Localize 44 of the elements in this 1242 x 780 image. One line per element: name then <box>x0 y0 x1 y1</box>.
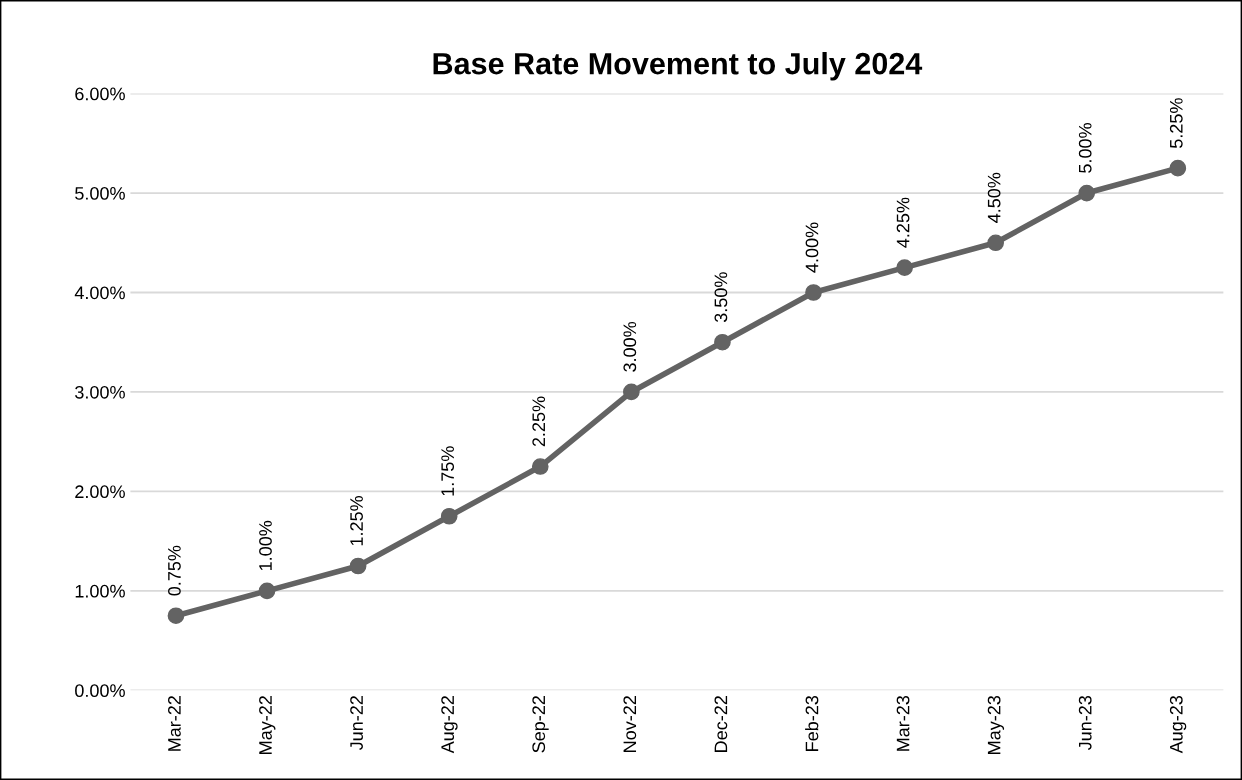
data-label: 4.50% <box>987 172 1001 223</box>
x-tick-label: Dec-22 <box>714 696 728 752</box>
point <box>531 458 549 475</box>
data-label: 3.50% <box>714 272 728 323</box>
x-tick-label: Jun-22 <box>350 696 363 751</box>
x-tick-label: Jun-23 <box>1078 695 1092 751</box>
point <box>714 333 731 351</box>
y-tick-label: 2.00% <box>75 485 125 499</box>
data-label: 5.25% <box>1169 98 1183 149</box>
data-label: 4.25% <box>896 197 910 248</box>
point <box>1169 159 1187 177</box>
y-tick-label: 3.00% <box>75 385 125 399</box>
y-tick-label: 6.00% <box>75 87 125 101</box>
x-tick-label: Nov-22 <box>623 696 637 752</box>
point <box>167 607 185 625</box>
data-label: 4.00% <box>805 222 819 273</box>
point <box>440 507 458 525</box>
x-tick-label: Mar-23 <box>896 695 910 751</box>
data-label: 5.00% <box>1078 123 1092 173</box>
point <box>623 383 640 401</box>
data-label: 1.75% <box>441 446 455 496</box>
point <box>896 259 913 276</box>
x-tick-label: Aug-23 <box>1169 695 1187 754</box>
y-tick-label: 0.00% <box>75 684 125 698</box>
x-tick-label: Mar-22 <box>168 696 181 751</box>
point <box>1078 184 1096 202</box>
data-label: 1.25% <box>350 495 363 546</box>
data-label: 0.75% <box>168 545 181 596</box>
point <box>805 284 822 301</box>
point <box>258 582 276 600</box>
point <box>349 557 367 575</box>
x-tick-label: Sep-22 <box>532 696 549 753</box>
x-tick-label: Aug-22 <box>441 696 458 754</box>
chart-title: Base Rate Movement to July 2024 <box>433 52 923 81</box>
y-tick-label: 1.00% <box>75 584 125 598</box>
data-label: 1.00% <box>259 520 272 571</box>
x-tick-label: May-23 <box>987 695 1005 754</box>
x-tick-label: May-22 <box>259 696 276 754</box>
data-label: 2.25% <box>532 396 546 447</box>
y-tick-label: 4.00% <box>74 286 125 300</box>
x-tick-label: Feb-23 <box>805 695 819 751</box>
point <box>987 234 1005 252</box>
y-tick-label: 5.00% <box>75 186 125 200</box>
data-label: 3.00% <box>623 321 637 372</box>
